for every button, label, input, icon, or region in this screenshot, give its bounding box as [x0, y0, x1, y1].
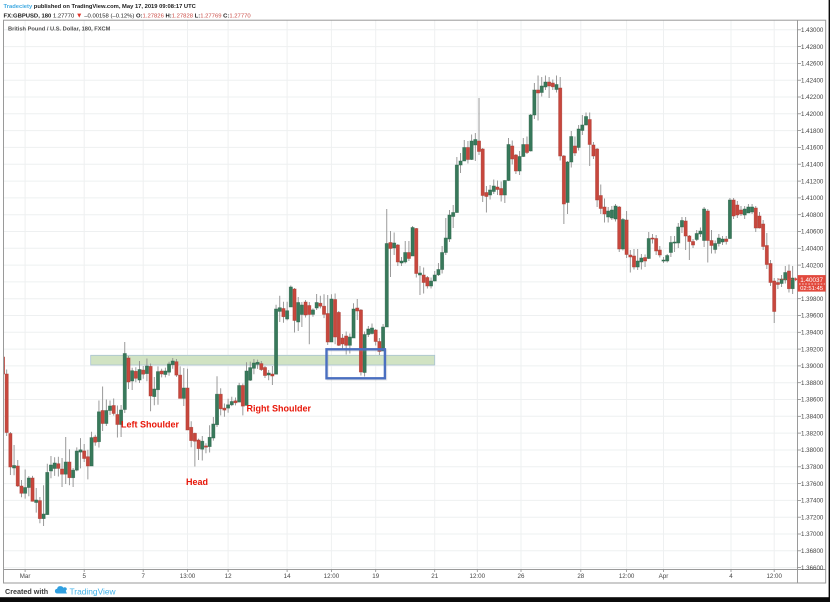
- svg-text:14: 14: [284, 573, 291, 580]
- svg-text:1.36800: 1.36800: [801, 548, 824, 555]
- svg-text:1.39400: 1.39400: [801, 330, 824, 337]
- svg-text:1.38000: 1.38000: [801, 447, 824, 454]
- svg-text:7: 7: [141, 573, 145, 580]
- svg-text:12:00: 12:00: [766, 573, 782, 580]
- svg-text:02:51:45: 02:51:45: [800, 286, 824, 292]
- svg-text:1.41000: 1.41000: [801, 195, 824, 202]
- svg-text:1.42000: 1.42000: [801, 111, 824, 118]
- svg-text:TradingView: TradingView: [70, 587, 117, 597]
- svg-text:1.38200: 1.38200: [801, 430, 824, 437]
- svg-text:1.37400: 1.37400: [801, 498, 824, 505]
- svg-text:13:00: 13:00: [180, 573, 196, 580]
- svg-text:Apr: Apr: [659, 573, 669, 580]
- svg-text:1.39800: 1.39800: [801, 296, 824, 303]
- svg-text:1.40800: 1.40800: [801, 212, 824, 219]
- svg-text:1.41400: 1.41400: [801, 161, 824, 168]
- svg-text:Tradeciety published on Tradin: Tradeciety published on TradingView.com,…: [4, 4, 197, 10]
- svg-text:1.41600: 1.41600: [801, 145, 824, 152]
- svg-text:12: 12: [225, 573, 232, 580]
- svg-text:1.42400: 1.42400: [801, 77, 824, 84]
- svg-text:Mar: Mar: [20, 573, 31, 580]
- svg-text:1.38600: 1.38600: [801, 397, 824, 404]
- svg-text:4: 4: [729, 573, 733, 580]
- svg-text:1.39600: 1.39600: [801, 313, 824, 320]
- svg-text:1.42600: 1.42600: [801, 61, 824, 68]
- svg-text:1.41200: 1.41200: [801, 178, 824, 185]
- svg-text:1.37000: 1.37000: [801, 531, 824, 538]
- svg-text:1.43000: 1.43000: [801, 27, 824, 34]
- svg-text:1.37800: 1.37800: [801, 464, 824, 471]
- svg-text:1.41800: 1.41800: [801, 128, 824, 135]
- svg-text:1.42800: 1.42800: [801, 44, 824, 51]
- svg-text:5: 5: [82, 573, 86, 580]
- svg-text:British Pound / U.S. Dollar, 1: British Pound / U.S. Dollar, 180, FXCM: [8, 26, 111, 32]
- svg-text:1.37200: 1.37200: [801, 514, 824, 521]
- svg-text:Head: Head: [186, 477, 208, 487]
- svg-text:26: 26: [518, 573, 525, 580]
- svg-text:Right Shoulder: Right Shoulder: [247, 404, 312, 414]
- svg-text:1.36600: 1.36600: [801, 565, 824, 572]
- svg-text:1.38800: 1.38800: [801, 380, 824, 387]
- svg-text:12:00: 12:00: [619, 573, 635, 580]
- svg-text:1.42200: 1.42200: [801, 94, 824, 101]
- svg-text:12:00: 12:00: [324, 573, 340, 580]
- svg-text:1.38400: 1.38400: [801, 414, 824, 421]
- svg-text:FX:GBPUSD, 180 1.27770 ▼ –0.00: FX:GBPUSD, 180 1.27770 ▼ –0.00158 (–0.12…: [4, 13, 252, 20]
- svg-text:12:00: 12:00: [470, 573, 486, 580]
- svg-text:1.40600: 1.40600: [801, 229, 824, 236]
- svg-text:19: 19: [372, 573, 379, 580]
- svg-text:1.37600: 1.37600: [801, 481, 824, 488]
- svg-text:Left Shoulder: Left Shoulder: [121, 419, 179, 429]
- svg-text:28: 28: [577, 573, 584, 580]
- svg-text:21: 21: [431, 573, 438, 580]
- svg-text:1.39200: 1.39200: [801, 346, 824, 353]
- svg-text:1.40200: 1.40200: [801, 262, 824, 269]
- svg-text:Created with: Created with: [5, 587, 48, 596]
- svg-text:1.40400: 1.40400: [801, 246, 824, 253]
- svg-text:1.39000: 1.39000: [801, 363, 824, 370]
- svg-text:1.40037: 1.40037: [800, 277, 823, 284]
